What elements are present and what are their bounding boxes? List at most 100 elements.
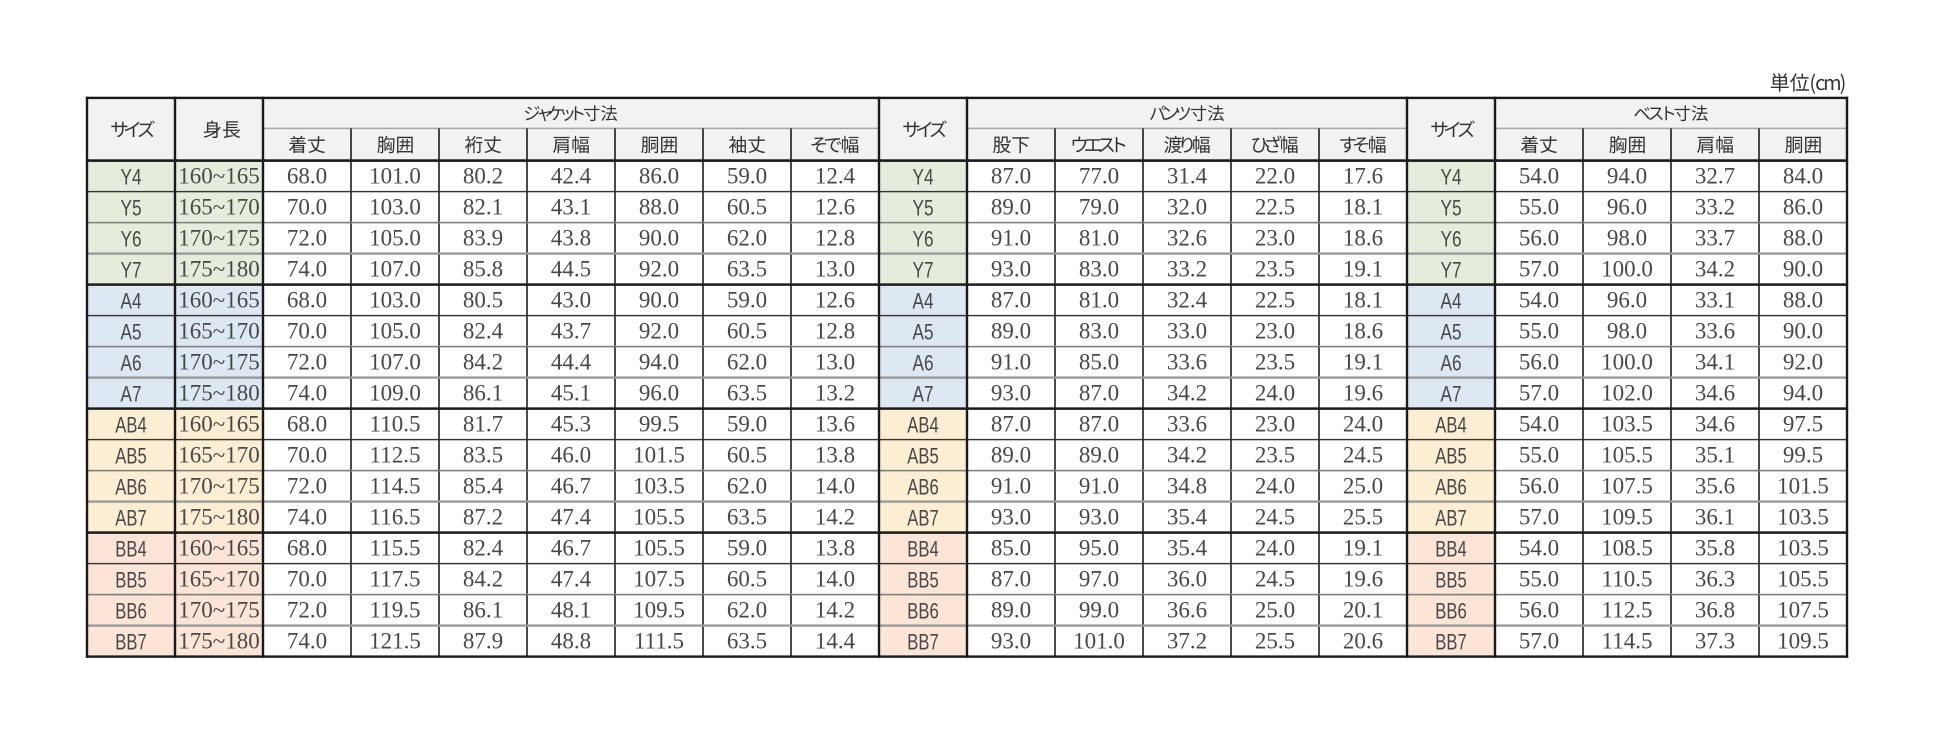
svg-text:47.4: 47.4: [551, 504, 592, 529]
svg-text:34.6: 34.6: [1695, 411, 1735, 436]
svg-text:33.2: 33.2: [1695, 194, 1735, 219]
svg-text:18.1: 18.1: [1343, 194, 1383, 219]
svg-text:60.5: 60.5: [727, 566, 767, 591]
svg-text:82.4: 82.4: [463, 535, 504, 560]
svg-text:86.0: 86.0: [1783, 194, 1823, 219]
svg-text:89.0: 89.0: [1079, 442, 1119, 467]
svg-text:35.6: 35.6: [1695, 473, 1735, 498]
svg-text:46.7: 46.7: [551, 473, 591, 498]
svg-text:23.0: 23.0: [1255, 411, 1295, 436]
svg-text:42.4: 42.4: [551, 163, 592, 188]
svg-text:83.9: 83.9: [463, 225, 503, 250]
svg-text:68.0: 68.0: [287, 163, 327, 188]
svg-text:103.5: 103.5: [1601, 411, 1653, 436]
svg-text:A7: A7: [913, 381, 934, 406]
svg-text:Y5: Y5: [121, 195, 142, 220]
svg-text:19.1: 19.1: [1343, 349, 1383, 374]
svg-text:BB5: BB5: [907, 567, 938, 592]
svg-text:48.8: 48.8: [551, 628, 591, 653]
svg-text:111.5: 111.5: [634, 628, 684, 653]
svg-text:81.7: 81.7: [463, 411, 503, 436]
svg-text:96.0: 96.0: [1607, 287, 1647, 312]
svg-text:83.0: 83.0: [1079, 256, 1119, 281]
svg-text:115.5: 115.5: [370, 535, 421, 560]
svg-text:87.0: 87.0: [1079, 380, 1119, 405]
svg-text:48.1: 48.1: [551, 597, 591, 622]
svg-text:43.7: 43.7: [551, 318, 591, 343]
svg-text:84.0: 84.0: [1783, 163, 1823, 188]
svg-text:70.0: 70.0: [287, 318, 327, 343]
svg-text:89.0: 89.0: [991, 318, 1031, 343]
svg-text:A4: A4: [121, 288, 142, 313]
svg-text:A6: A6: [913, 350, 934, 375]
svg-text:47.4: 47.4: [551, 566, 592, 591]
svg-text:54.0: 54.0: [1519, 411, 1559, 436]
svg-text:87.9: 87.9: [463, 628, 503, 653]
svg-text:62.0: 62.0: [727, 597, 767, 622]
svg-text:33.2: 33.2: [1167, 256, 1207, 281]
svg-text:70.0: 70.0: [287, 566, 327, 591]
svg-text:80.5: 80.5: [463, 287, 503, 312]
svg-text:Y4: Y4: [1441, 164, 1462, 189]
svg-text:14.0: 14.0: [815, 473, 855, 498]
svg-text:114.5: 114.5: [370, 473, 421, 498]
svg-text:109.5: 109.5: [633, 597, 685, 622]
svg-text:55.0: 55.0: [1519, 194, 1559, 219]
svg-text:46.7: 46.7: [551, 535, 591, 560]
svg-text:35.8: 35.8: [1695, 535, 1735, 560]
svg-text:85.4: 85.4: [463, 473, 504, 498]
svg-text:12.8: 12.8: [815, 225, 855, 250]
svg-text:70.0: 70.0: [287, 442, 327, 467]
svg-text:96.0: 96.0: [1607, 194, 1647, 219]
svg-text:AB7: AB7: [907, 505, 938, 530]
svg-text:44.4: 44.4: [551, 349, 592, 374]
svg-text:94.0: 94.0: [639, 349, 679, 374]
svg-text:25.0: 25.0: [1255, 597, 1295, 622]
svg-text:A5: A5: [913, 319, 934, 344]
svg-text:110.5: 110.5: [1602, 566, 1653, 591]
svg-text:175~180: 175~180: [178, 256, 259, 281]
svg-text:33.7: 33.7: [1695, 225, 1735, 250]
svg-text:170~175: 170~175: [178, 597, 259, 622]
svg-text:Y4: Y4: [121, 164, 142, 189]
svg-text:107.5: 107.5: [633, 566, 685, 591]
svg-text:12.8: 12.8: [815, 318, 855, 343]
svg-text:AB4: AB4: [907, 412, 938, 437]
svg-text:13.6: 13.6: [815, 411, 855, 436]
svg-text:98.0: 98.0: [1607, 225, 1647, 250]
svg-text:91.0: 91.0: [1079, 473, 1119, 498]
svg-text:A4: A4: [913, 288, 934, 313]
svg-text:72.0: 72.0: [287, 225, 327, 250]
svg-text:105.5: 105.5: [1777, 566, 1829, 591]
svg-text:25.5: 25.5: [1255, 628, 1295, 653]
svg-text:170~175: 170~175: [178, 349, 259, 374]
svg-text:68.0: 68.0: [287, 535, 327, 560]
svg-text:95.0: 95.0: [1079, 535, 1119, 560]
svg-text:112.5: 112.5: [1602, 597, 1653, 622]
svg-text:90.0: 90.0: [1783, 256, 1823, 281]
svg-text:101.0: 101.0: [369, 163, 421, 188]
svg-text:74.0: 74.0: [287, 504, 327, 529]
svg-text:97.5: 97.5: [1783, 411, 1823, 436]
svg-text:80.2: 80.2: [463, 163, 503, 188]
svg-text:Y6: Y6: [1441, 226, 1462, 251]
svg-text:91.0: 91.0: [991, 349, 1031, 374]
svg-text:103.0: 103.0: [369, 194, 421, 219]
svg-text:25.5: 25.5: [1343, 504, 1383, 529]
svg-text:13.0: 13.0: [815, 349, 855, 374]
svg-text:Y5: Y5: [913, 195, 934, 220]
svg-text:108.5: 108.5: [1601, 535, 1653, 560]
svg-text:54.0: 54.0: [1519, 287, 1559, 312]
svg-text:57.0: 57.0: [1519, 628, 1559, 653]
svg-text:23.5: 23.5: [1255, 442, 1295, 467]
svg-text:175~180: 175~180: [178, 504, 259, 529]
svg-text:57.0: 57.0: [1519, 256, 1559, 281]
svg-text:97.0: 97.0: [1079, 566, 1119, 591]
svg-text:92.0: 92.0: [639, 256, 679, 281]
svg-text:23.5: 23.5: [1255, 256, 1295, 281]
svg-text:BB6: BB6: [115, 598, 146, 623]
svg-text:13.8: 13.8: [815, 442, 855, 467]
svg-text:A6: A6: [121, 350, 142, 375]
svg-text:165~170: 165~170: [178, 442, 259, 467]
svg-text:BB7: BB7: [1435, 629, 1466, 654]
